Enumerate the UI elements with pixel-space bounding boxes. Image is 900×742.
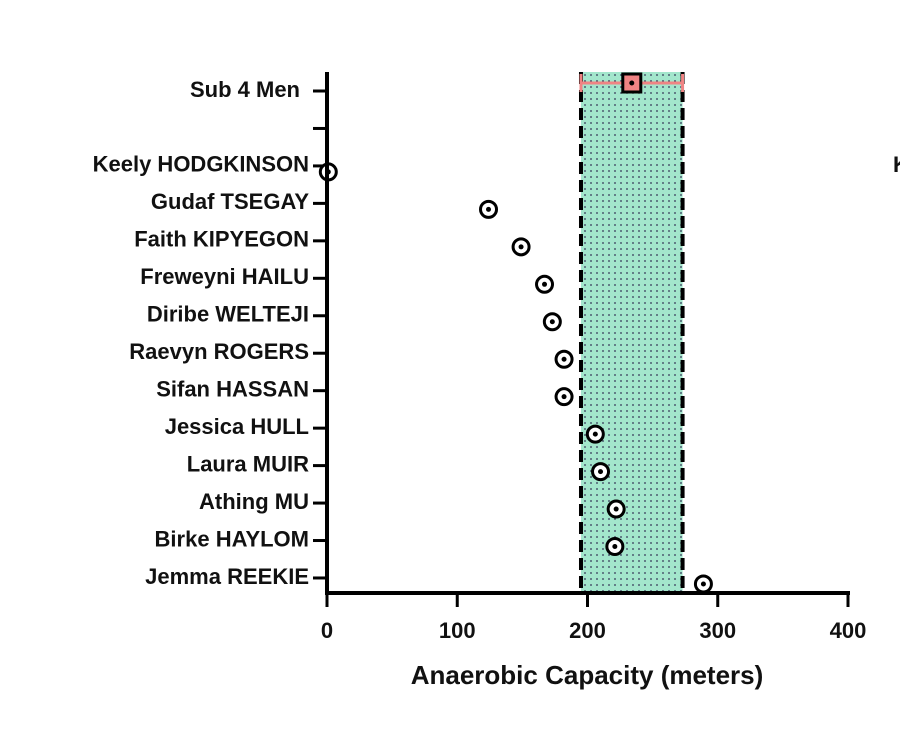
x-tick-label: 200 [569,618,606,643]
x-tick-label: 0 [321,618,333,643]
dot-center [598,469,604,475]
dot-center [612,544,618,550]
x-tick-label: 300 [699,618,736,643]
x-tick-label: 100 [439,618,476,643]
y-tick-label: Jemma REEKIE [145,564,309,589]
dot-center [518,244,524,250]
y-tick-label: Gudaf TSEGAY [151,189,309,214]
y-tick-label: Sifan HASSAN [156,376,309,401]
x-tick-label: 400 [830,618,867,643]
dot-center [549,319,555,325]
y-tick-label: Birke HAYLOM [155,526,309,551]
y-tick-label: Faith KIPYEGON [134,227,309,252]
y-tick-label: Sub 4 Men [190,77,300,102]
band-dots [580,72,683,593]
edge-text: K [893,152,900,177]
y-tick-label: Jessica HULL [165,414,309,439]
dot-center [561,394,567,400]
y-tick-label: Raevyn ROGERS [129,339,309,364]
y-tick-label: Diribe WELTEJI [147,302,309,327]
dot-center [592,431,598,437]
dot-center [700,581,706,587]
y-tick-label: Keely HODGKINSON [93,152,309,177]
reference-center [629,80,635,86]
y-tick-label: Laura MUIR [187,451,309,476]
dot-center [561,356,567,362]
y-tick-label: Freweyni HAILU [140,264,309,289]
dot-center [613,506,619,512]
y-tick-label: Athing MU [199,489,309,514]
dot-center [542,281,548,287]
dot-center [486,206,492,212]
x-axis-label: Anaerobic Capacity (meters) [411,660,764,690]
